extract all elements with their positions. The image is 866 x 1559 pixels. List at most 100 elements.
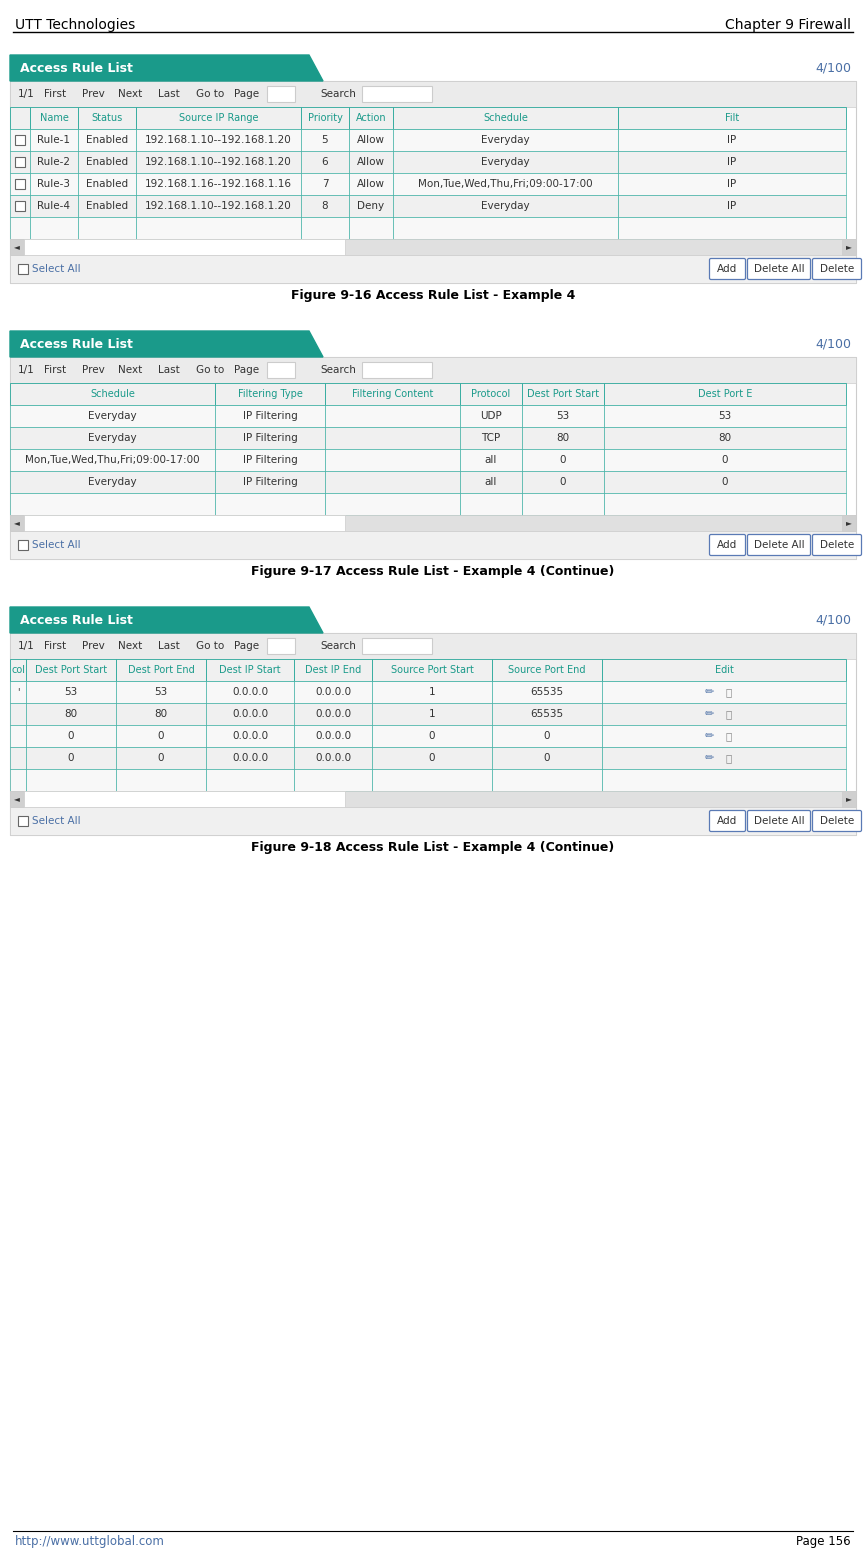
- Text: Prev: Prev: [82, 641, 105, 652]
- Bar: [215, 427, 325, 449]
- Text: 🗑: 🗑: [726, 688, 732, 697]
- Bar: [15, 201, 25, 210]
- Bar: [349, 151, 393, 173]
- Bar: [362, 362, 432, 377]
- Bar: [325, 405, 460, 427]
- Text: Schedule: Schedule: [90, 390, 135, 399]
- Bar: [460, 493, 522, 514]
- Bar: [24, 239, 346, 256]
- Bar: [136, 151, 301, 173]
- Bar: [10, 173, 30, 195]
- Bar: [349, 108, 393, 129]
- FancyBboxPatch shape: [812, 259, 862, 279]
- Text: Chapter 9 Firewall: Chapter 9 Firewall: [725, 19, 851, 33]
- Bar: [522, 427, 604, 449]
- Bar: [116, 703, 206, 725]
- Bar: [30, 217, 78, 239]
- Bar: [618, 217, 846, 239]
- Text: 7: 7: [321, 179, 328, 189]
- Text: 0.0.0.0: 0.0.0.0: [315, 731, 351, 741]
- Bar: [393, 195, 618, 217]
- Text: Everyday: Everyday: [88, 412, 137, 421]
- Text: Delete: Delete: [820, 815, 854, 826]
- Bar: [267, 638, 295, 653]
- Bar: [10, 81, 856, 108]
- Text: ◄: ◄: [14, 795, 20, 803]
- Text: Last: Last: [158, 89, 180, 100]
- Text: Select All: Select All: [32, 539, 81, 550]
- Bar: [26, 725, 116, 747]
- Text: 0: 0: [544, 731, 550, 741]
- Bar: [492, 659, 602, 681]
- Text: Rule-2: Rule-2: [37, 157, 70, 167]
- Bar: [492, 703, 602, 725]
- Text: Filtering Type: Filtering Type: [237, 390, 302, 399]
- Text: 1: 1: [429, 688, 436, 697]
- Bar: [206, 725, 294, 747]
- Text: Page 156: Page 156: [797, 1536, 851, 1548]
- Bar: [618, 108, 846, 129]
- Text: Figure 9-18 Access Rule List - Example 4 (Continue): Figure 9-18 Access Rule List - Example 4…: [251, 840, 615, 854]
- Bar: [10, 217, 30, 239]
- Text: Everyday: Everyday: [481, 136, 530, 145]
- Text: IP Filtering: IP Filtering: [242, 455, 297, 465]
- Bar: [362, 638, 432, 653]
- Text: all: all: [485, 455, 497, 465]
- Text: UDP: UDP: [480, 412, 502, 421]
- Bar: [349, 129, 393, 151]
- Text: Prev: Prev: [82, 365, 105, 376]
- Bar: [206, 659, 294, 681]
- Bar: [372, 703, 492, 725]
- Bar: [522, 471, 604, 493]
- Bar: [294, 703, 372, 725]
- Bar: [215, 449, 325, 471]
- Bar: [10, 725, 26, 747]
- Bar: [460, 449, 522, 471]
- Bar: [78, 195, 136, 217]
- Bar: [78, 217, 136, 239]
- Bar: [460, 427, 522, 449]
- Text: Select All: Select All: [32, 815, 81, 826]
- Bar: [10, 532, 856, 560]
- Bar: [10, 405, 215, 427]
- Bar: [393, 129, 618, 151]
- Text: Add: Add: [717, 815, 738, 826]
- Text: 0.0.0.0: 0.0.0.0: [315, 688, 351, 697]
- Text: 80: 80: [154, 709, 167, 719]
- Text: 0: 0: [721, 455, 728, 465]
- Text: ': ': [16, 688, 19, 697]
- Text: 53: 53: [64, 688, 78, 697]
- Bar: [10, 808, 856, 836]
- Text: Last: Last: [158, 641, 180, 652]
- Bar: [522, 449, 604, 471]
- Text: Rule-3: Rule-3: [37, 179, 70, 189]
- Text: 4/100: 4/100: [815, 614, 851, 627]
- Bar: [325, 449, 460, 471]
- Text: Status: Status: [92, 112, 123, 123]
- Text: 65535: 65535: [531, 688, 564, 697]
- Text: ✏: ✏: [704, 731, 714, 741]
- Text: Prev: Prev: [82, 89, 105, 100]
- Polygon shape: [10, 331, 323, 357]
- Bar: [618, 195, 846, 217]
- Text: Rule-1: Rule-1: [37, 136, 70, 145]
- Text: 0: 0: [68, 731, 74, 741]
- Text: 0: 0: [721, 477, 728, 486]
- Bar: [116, 659, 206, 681]
- Text: IP: IP: [727, 136, 737, 145]
- Text: Go to: Go to: [196, 89, 224, 100]
- Text: Next: Next: [118, 365, 142, 376]
- Text: IP Filtering: IP Filtering: [242, 412, 297, 421]
- Bar: [604, 449, 846, 471]
- Bar: [842, 239, 856, 256]
- FancyBboxPatch shape: [747, 811, 811, 831]
- Text: Delete All: Delete All: [753, 539, 805, 550]
- Text: 0.0.0.0: 0.0.0.0: [232, 731, 268, 741]
- Bar: [10, 384, 215, 405]
- Bar: [136, 129, 301, 151]
- Bar: [78, 151, 136, 173]
- Bar: [136, 108, 301, 129]
- Bar: [136, 217, 301, 239]
- Text: Dest Port End: Dest Port End: [127, 666, 194, 675]
- Text: Next: Next: [118, 89, 142, 100]
